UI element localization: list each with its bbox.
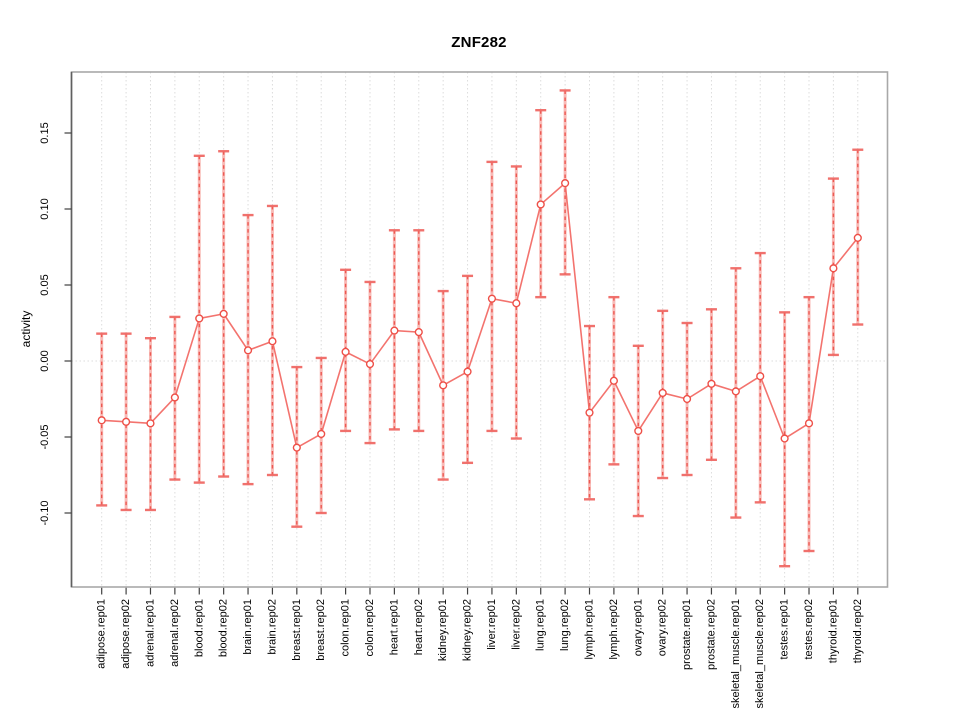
data-point [780,434,789,443]
data-point [682,394,692,404]
x-tick-label: colon.rep01 [340,599,352,657]
data-point [731,387,740,396]
data-point [146,419,155,428]
y-tick-label: -0.05 [39,424,51,449]
x-tick-label: lymph.rep02 [608,599,620,660]
data-point [219,309,228,318]
data-point [292,443,301,452]
y-tick-label: -0.10 [39,500,51,525]
data-point [170,393,179,402]
data-point [341,347,350,356]
x-tick-label: blood.rep01 [193,599,205,657]
x-tick-label: testes.rep01 [779,599,791,660]
data-point [585,408,594,417]
x-tick-label: kidney.rep02 [462,599,474,661]
x-tick-label: breast.rep02 [315,599,327,661]
data-point [853,233,862,242]
data-point [268,337,277,346]
chart-title: ZNF282 [451,34,507,51]
data-point [561,179,570,188]
x-tick-label: adrenal.rep01 [144,599,156,667]
x-tick-label: adipose.rep02 [120,599,132,669]
data-point [97,416,106,425]
x-tick-label: adrenal.rep02 [169,599,181,667]
x-tick-label: heart.rep01 [388,599,400,655]
data-point [414,328,423,337]
x-tick-label: ovary.rep01 [632,599,644,656]
data-point [658,388,667,398]
data-point [707,379,716,388]
x-tick-label: thyroid.rep02 [852,599,864,663]
x-tick-label: blood.rep02 [218,599,230,657]
data-point [536,200,545,209]
y-tick-label: 0.15 [39,122,51,143]
x-tick-label: brain.rep02 [266,599,278,655]
data-point [195,314,204,323]
x-tick-label: adipose.rep01 [96,599,108,669]
x-tick-label: colon.rep02 [364,599,376,657]
plot-border [70,71,889,588]
x-tick-label: skeletal_muscle.rep02 [754,599,766,708]
x-tick-label: heart.rep02 [413,599,425,655]
data-point [390,326,399,335]
data-point [634,426,643,436]
data-point [756,372,765,381]
x-tick-label: skeletal_muscle.rep01 [730,599,742,708]
x-tick-label: breast.rep01 [291,599,303,661]
data-point [512,299,521,308]
x-tick-label: liver.rep01 [486,599,498,650]
x-tick-label: prostate.rep02 [705,599,717,670]
data-point [463,367,472,376]
x-tick-label: kidney.rep01 [437,599,449,661]
data-point [439,381,448,390]
x-tick-label: liver.rep02 [510,599,522,650]
y-tick-label: 0.05 [39,274,51,295]
y-tick-label: 0.10 [39,198,51,219]
x-tick-label: lymph.rep01 [584,599,596,660]
x-tick-label: lung.rep01 [535,599,547,651]
x-tick-label: prostate.rep01 [681,599,693,670]
y-tick-label: 0.00 [39,350,51,371]
data-point [804,419,814,428]
data-point [609,376,618,385]
data-point [317,429,326,439]
data-point [365,359,375,369]
series-line [101,182,859,449]
x-tick-label: ovary.rep02 [657,599,669,656]
data-point [243,346,253,355]
data-point [829,264,838,273]
data-point [121,417,131,426]
x-tick-label: brain.rep01 [242,599,254,655]
data-point [487,294,497,303]
x-tick-label: lung.rep02 [559,599,571,651]
y-axis-title: activity [19,310,33,348]
x-tick-label: thyroid.rep01 [827,599,839,663]
x-tick-label: testes.rep02 [803,599,815,660]
